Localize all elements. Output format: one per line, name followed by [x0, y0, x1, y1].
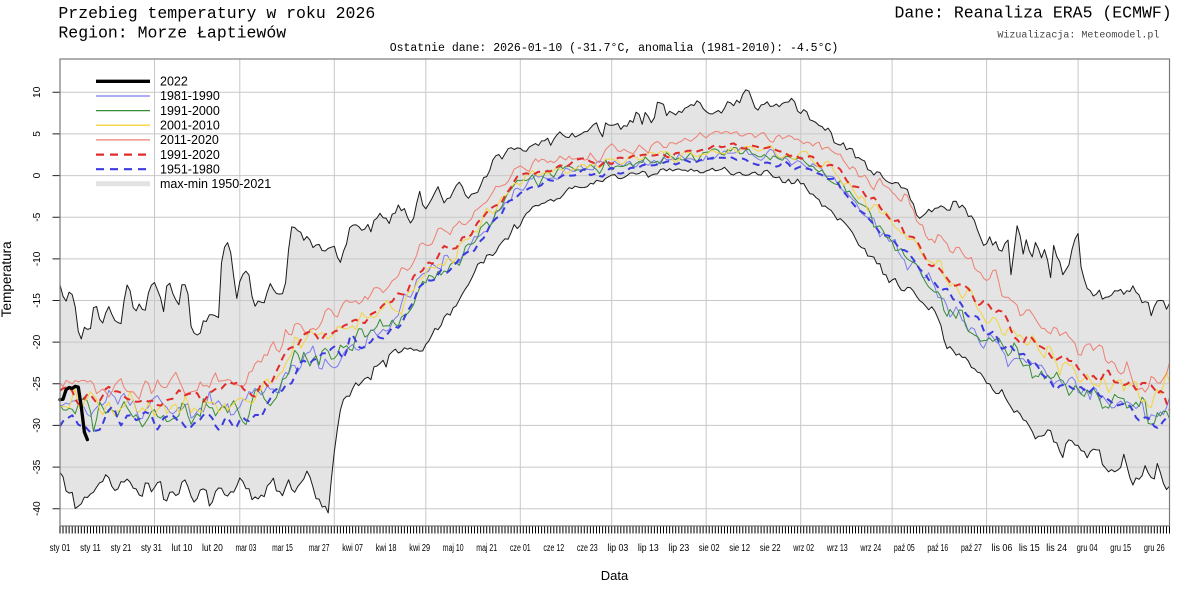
svg-text:-30: -30 — [32, 418, 43, 433]
svg-text:-40: -40 — [32, 501, 43, 516]
svg-text:wrz 02: wrz 02 — [793, 543, 815, 554]
svg-text:1951-1980: 1951-1980 — [160, 163, 220, 177]
svg-text:-15: -15 — [32, 293, 43, 308]
svg-text:maj 10: maj 10 — [443, 543, 464, 554]
svg-text:sie 12: sie 12 — [729, 543, 750, 554]
svg-text:-20: -20 — [32, 334, 43, 349]
svg-text:sty 21: sty 21 — [111, 543, 132, 554]
svg-text:gru 04: gru 04 — [1077, 543, 1098, 554]
svg-text:paź 16: paź 16 — [927, 543, 948, 554]
svg-text:mar 03: mar 03 — [236, 543, 257, 554]
svg-text:Temperatura: Temperatura — [0, 241, 14, 317]
svg-text:0: 0 — [32, 172, 43, 178]
svg-text:10: 10 — [32, 86, 43, 98]
svg-text:mar 15: mar 15 — [272, 543, 293, 554]
svg-text:paź 05: paź 05 — [894, 543, 915, 554]
svg-text:lip 03: lip 03 — [607, 543, 628, 554]
svg-text:-5: -5 — [32, 212, 43, 221]
svg-text:cze 23: cze 23 — [577, 543, 598, 554]
svg-text:lis 24: lis 24 — [1046, 543, 1067, 554]
svg-text:2022: 2022 — [160, 75, 188, 89]
svg-text:lis 06: lis 06 — [992, 543, 1013, 554]
svg-text:1981-1990: 1981-1990 — [160, 89, 220, 103]
svg-text:lut 20: lut 20 — [202, 543, 223, 554]
svg-text:lip 13: lip 13 — [638, 543, 659, 554]
svg-text:Przebieg temperatury w roku 20: Przebieg temperatury w roku 2026 — [58, 4, 375, 23]
svg-text:1991-2020: 1991-2020 — [160, 148, 220, 162]
svg-text:kwi 29: kwi 29 — [409, 543, 430, 554]
svg-text:mar 27: mar 27 — [309, 543, 330, 554]
svg-text:sty 31: sty 31 — [141, 543, 162, 554]
svg-text:max-min 1950-2021: max-min 1950-2021 — [160, 177, 271, 191]
svg-text:sie 02: sie 02 — [699, 543, 720, 554]
svg-text:Data: Data — [601, 568, 629, 583]
svg-text:5: 5 — [32, 131, 43, 137]
svg-text:lis 15: lis 15 — [1019, 543, 1040, 554]
svg-text:-10: -10 — [32, 251, 43, 266]
svg-text:kwi 07: kwi 07 — [342, 543, 363, 554]
svg-text:-25: -25 — [32, 376, 43, 391]
svg-text:sty 01: sty 01 — [50, 543, 71, 554]
svg-text:Region: Morze Łaptiewów: Region: Morze Łaptiewów — [58, 23, 286, 42]
svg-text:1991-2000: 1991-2000 — [160, 104, 220, 118]
svg-text:kwi 18: kwi 18 — [376, 543, 397, 554]
svg-text:wrz 24: wrz 24 — [860, 543, 882, 554]
svg-text:maj 21: maj 21 — [476, 543, 497, 554]
svg-text:gru 26: gru 26 — [1144, 543, 1165, 554]
svg-text:2011-2020: 2011-2020 — [160, 133, 219, 147]
svg-text:sty 11: sty 11 — [80, 543, 101, 554]
svg-text:Wizualizacja: Meteomodel.pl: Wizualizacja: Meteomodel.pl — [997, 29, 1159, 41]
svg-text:2001-2010: 2001-2010 — [160, 119, 220, 133]
svg-text:paź 27: paź 27 — [961, 543, 982, 554]
svg-text:gru 15: gru 15 — [1110, 543, 1131, 554]
svg-text:wrz 13: wrz 13 — [826, 543, 848, 554]
svg-text:Ostatnie dane: 2026-01-10 (-31: Ostatnie dane: 2026-01-10 (-31.7°C, anom… — [390, 42, 839, 55]
svg-text:-35: -35 — [32, 459, 43, 474]
svg-text:cze 01: cze 01 — [510, 543, 531, 554]
svg-text:cze 12: cze 12 — [543, 543, 564, 554]
svg-text:lip 23: lip 23 — [668, 543, 689, 554]
svg-text:Dane: Reanaliza ERA5 (ECMWF): Dane: Reanaliza ERA5 (ECMWF) — [894, 4, 1171, 23]
svg-text:sie 22: sie 22 — [760, 543, 781, 554]
svg-text:lut 10: lut 10 — [172, 543, 193, 554]
